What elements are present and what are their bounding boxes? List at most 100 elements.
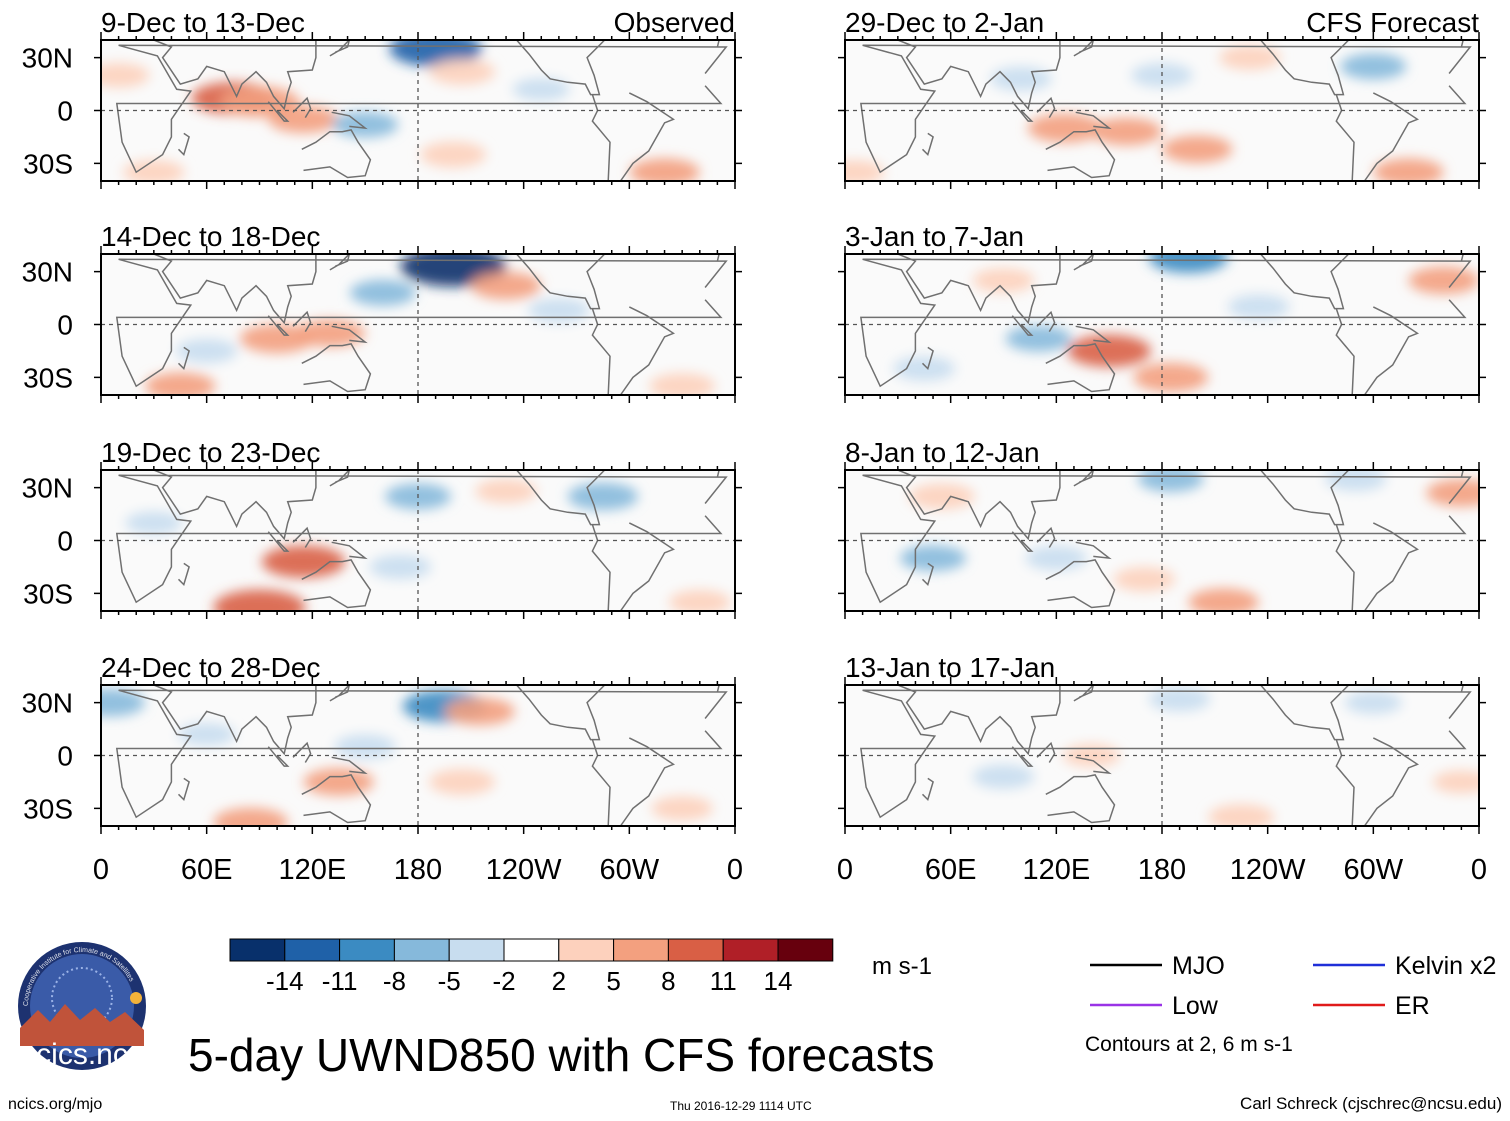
footer-url: ncics.org/mjo	[8, 1096, 103, 1113]
lon-tick-label: 0	[1471, 854, 1487, 886]
lon-tick-label: 180	[1138, 854, 1186, 886]
anomaly-patch	[1062, 744, 1121, 767]
lon-tick-label: 60W	[600, 854, 660, 886]
anomaly-patch	[1067, 334, 1151, 368]
coastline	[1045, 343, 1116, 393]
coastline	[716, 470, 720, 478]
anomaly-patch	[990, 66, 1052, 91]
panel-title: 24-Dec to 28-Dec	[101, 652, 320, 683]
lon-tick-label: 120W	[486, 854, 562, 886]
coastline	[845, 685, 1061, 756]
colorbar: -14 -11 -8 -5 -2 2 5 8 11 14	[229, 938, 834, 996]
longitude-axes: 0 60E 120E 180 120W 60W 0 0 60E 120E 180 120W 60W 0	[93, 854, 1487, 886]
coastline	[591, 522, 676, 611]
lon-tick-label: 0	[837, 854, 853, 886]
panel-title: 14-Dec to 18-Dec	[101, 221, 320, 252]
coastline	[716, 685, 720, 693]
coastline	[1260, 685, 1350, 741]
lon-tick-label: 60E	[181, 854, 233, 886]
logo-globe-icon	[51, 967, 113, 1029]
coastline	[921, 777, 934, 802]
tick-marks	[838, 462, 1486, 619]
anomaly-patch	[629, 158, 700, 181]
anomaly-patch	[1162, 135, 1233, 164]
coastline	[1036, 310, 1056, 332]
coastline	[1011, 315, 1034, 336]
tick-marks	[838, 246, 1486, 403]
anomaly-patch	[213, 589, 306, 611]
anomaly-patch	[175, 338, 238, 364]
coastline	[1036, 741, 1056, 763]
coastline	[1073, 40, 1095, 57]
tick-marks	[94, 32, 742, 189]
lon-tick-label: 120E	[1022, 854, 1090, 886]
coastline	[591, 306, 676, 395]
anomaly-patch	[1148, 254, 1229, 273]
panel-title: 13-Jan to 17-Jan	[845, 652, 1055, 683]
tick-marks	[94, 246, 742, 403]
coastline	[101, 40, 317, 111]
lat-tick-label: 0	[57, 96, 73, 127]
panel-title: 29-Dec to 2-Jan	[845, 7, 1044, 38]
coastline	[329, 40, 351, 57]
coastline	[1460, 685, 1464, 693]
coastline	[1075, 111, 1112, 130]
coastline	[292, 310, 312, 332]
lon-tick-label: 0	[93, 854, 109, 886]
anomaly-patch	[1219, 45, 1281, 70]
map-panel: 8-Jan to 12-Jan	[838, 437, 1486, 619]
anomaly-patch	[125, 511, 183, 535]
lat-tick-label: 30S	[23, 362, 73, 393]
map-panel: 29-Dec to 2-Jan CFS Forecast	[838, 7, 1486, 189]
coastline	[921, 346, 934, 371]
coastline	[292, 96, 312, 118]
coastline	[1075, 541, 1112, 560]
colorbar-tick-label: 2	[552, 966, 566, 996]
anomaly-patch	[470, 271, 542, 300]
tick-marks	[94, 462, 742, 619]
colorbar-tick-label: 14	[764, 966, 793, 996]
coastline	[845, 470, 1061, 541]
lat-tick-label: 30S	[23, 793, 73, 824]
colorbar-swatch	[339, 938, 395, 962]
coastline	[301, 774, 372, 824]
footer-timestamp: Thu 2016-12-29 1114 UTC	[670, 1099, 812, 1113]
anomaly-patch	[972, 268, 1035, 293]
colorbar-tick-label: 11	[710, 966, 737, 996]
anomaly-patch	[528, 298, 590, 323]
anomaly-patch	[123, 159, 185, 181]
anomaly-patch	[1324, 470, 1387, 492]
colorbar-tick-label: 5	[606, 966, 620, 996]
lat-tick-label: 30S	[23, 148, 73, 179]
anomaly-patch	[1373, 158, 1444, 181]
coastline	[329, 254, 351, 271]
anomaly-patch	[649, 373, 716, 395]
colorbar-swatch	[722, 938, 779, 962]
anomaly-patch	[1228, 294, 1290, 320]
anomaly-patch	[420, 141, 487, 168]
anomaly-patch	[178, 722, 236, 746]
lon-tick-label: 120W	[1230, 854, 1306, 886]
coastline	[845, 40, 1061, 111]
anomaly-patch	[332, 111, 399, 138]
panel-source-label: CFS Forecast	[1306, 7, 1479, 38]
panel-source-label: Observed	[614, 7, 735, 38]
legend-label: MJO	[1172, 952, 1225, 980]
panel-title: 9-Dec to 13-Dec	[101, 7, 305, 38]
coastline	[1260, 254, 1350, 310]
coastline	[1045, 774, 1116, 824]
coastline	[267, 531, 290, 552]
coastline	[1460, 470, 1464, 478]
anomaly-patch	[303, 768, 374, 796]
anomaly-patch	[1340, 53, 1407, 80]
anomaly-patch	[908, 483, 975, 510]
coastline	[177, 777, 190, 802]
colorbar-swatch	[667, 938, 724, 962]
colorbar-tick-label: -11	[322, 966, 358, 996]
anomaly-patch	[1027, 113, 1103, 143]
coastline	[267, 101, 290, 122]
coastline	[1073, 254, 1095, 271]
coastline	[1335, 522, 1420, 611]
contour-legend: MJO Kelvin x2 Low ER	[1090, 952, 1496, 1020]
